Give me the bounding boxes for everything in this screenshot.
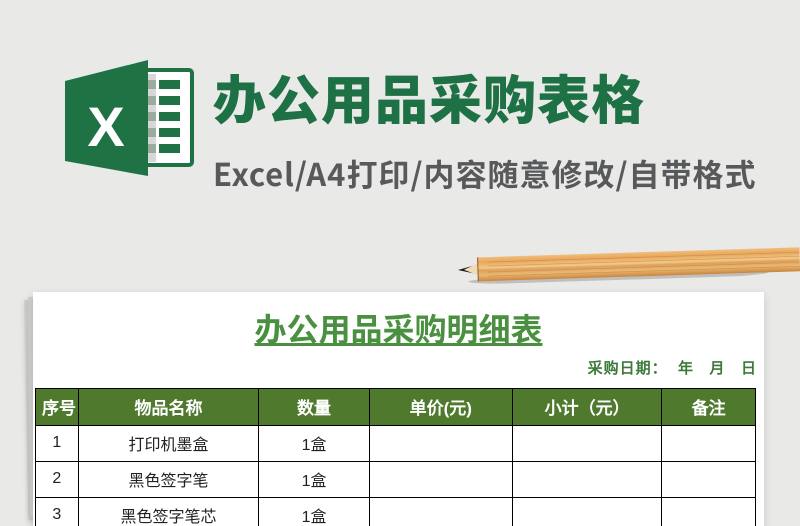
svg-text:X: X [87, 95, 124, 158]
